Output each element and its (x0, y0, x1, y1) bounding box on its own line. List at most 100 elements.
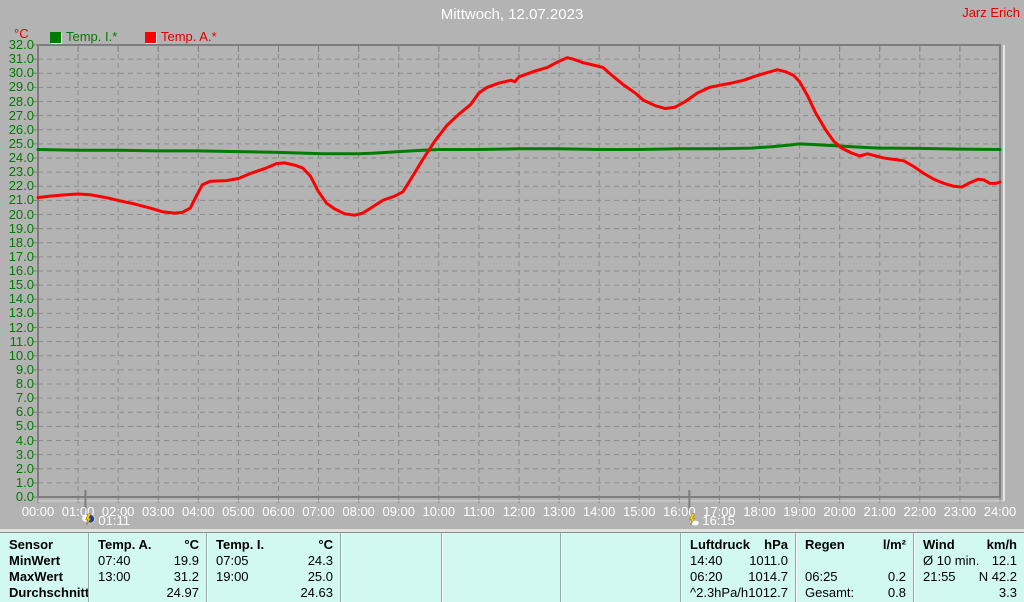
legend-swatch-temp-a (145, 32, 156, 43)
event-marker-time: 16:15 (702, 513, 735, 528)
x-tick-label: 13:00 (542, 504, 576, 519)
y-tick-label: 7.0 (15, 390, 34, 406)
y-tick-label: 21.0 (8, 192, 34, 208)
temperature-chart (33, 44, 1005, 511)
temp-a-curve (36, 56, 1002, 217)
min-value: 24.3 (307, 553, 333, 568)
y-tick-label: 6.0 (15, 404, 34, 420)
table-col-empty-4 (560, 533, 681, 602)
y-tick-label: 1.0 (15, 474, 34, 490)
x-tick-label: 24:00 (983, 504, 1017, 519)
max-value: N 42.2 (978, 569, 1017, 584)
max-time: 06:25 (805, 569, 838, 584)
min-time: 07:40 (98, 553, 131, 568)
y-tick-label: 23.0 (8, 164, 34, 180)
max-value: 25.0 (307, 569, 333, 584)
y-tick-label: 10.0 (8, 347, 34, 363)
x-tick-label: 00:00 (21, 504, 55, 519)
row-header: Durchschnitt (9, 585, 90, 600)
statistics-table: Sensor MinWert MaxWert Durchschnitt Temp. A.… (0, 533, 1024, 602)
max-value: 1014.7 (748, 569, 788, 584)
y-tick-label: 5.0 (15, 418, 34, 434)
table-col-empty-2 (340, 533, 442, 602)
x-tick-label: 15:00 (622, 504, 656, 519)
x-tick-label: 18:00 (743, 504, 776, 519)
y-tick-label: 26.0 (8, 121, 34, 137)
table-col-temp-a-: Temp. A. °C 07:40 19.9 13:00 31.2 24.97 (88, 533, 207, 602)
y-tick-label: 24.0 (8, 150, 34, 165)
x-tick-label: 17:00 (703, 504, 736, 519)
x-tick-label: 20:00 (823, 504, 856, 519)
min-time: 07:05 (216, 553, 249, 568)
x-tick-label: 10:00 (422, 504, 456, 519)
x-tick-label: 09:00 (382, 504, 416, 519)
author-name: Jarz Erich (962, 5, 1020, 20)
night-storm-icon (82, 513, 96, 526)
storm-icon (689, 513, 700, 526)
y-tick-label: 29.0 (8, 79, 34, 95)
table-col-empty-3 (441, 533, 561, 602)
y-tick-label: 19.0 (8, 220, 34, 236)
y-tick-label: 12.0 (8, 319, 34, 335)
min-time: 14:40 (690, 553, 723, 568)
min-value: 19.9 (173, 553, 199, 568)
col-unit: °C (184, 537, 199, 552)
table-col-wind: Wind km/h Ø 10 min. 12.1 21:55 N 42.2 3.3 (913, 533, 1024, 602)
y-tick-label: 2.0 (15, 460, 34, 476)
y-tick-label: 9.0 (15, 361, 34, 377)
y-tick-label: 16.0 (8, 263, 34, 278)
col-header: Wind (923, 537, 955, 552)
col-unit: l/m² (882, 537, 906, 552)
table-separator (0, 529, 1024, 533)
col-unit: hPa (764, 537, 788, 552)
max-value: 0.2 (887, 569, 906, 584)
x-tick-label: 12:00 (502, 504, 536, 519)
y-tick-label: 13.0 (8, 305, 34, 321)
y-tick-label: 30.0 (8, 65, 34, 81)
table-col-regen: Regen l/m² 06:25 0.2 Gesamt: 0.8 (795, 533, 914, 602)
y-tick-label: 32.0 (8, 37, 34, 52)
x-tick-label: 04:00 (182, 504, 215, 519)
max-time: 06:20 (690, 569, 723, 584)
x-tick-label: 11:00 (463, 504, 495, 519)
x-tick-label: 14:00 (582, 504, 616, 519)
col-header: Regen (805, 537, 845, 552)
y-tick-label: 0.0 (15, 489, 34, 504)
table-col-luftdruck: Luftdruck hPa 14:40 1011.0 06:20 1014.7 ^2.3hP… (680, 533, 796, 602)
row-header: Sensor (9, 537, 54, 552)
legend-label-temp-i: Temp. I.* (66, 29, 118, 44)
y-axis-unit-label: °C (14, 26, 29, 41)
y-tick-label: 11.0 (9, 333, 34, 349)
y-tick-label: 31.0 (8, 51, 34, 67)
y-tick-label: 18.0 (8, 234, 34, 250)
avg-time: Gesamt: (805, 585, 855, 600)
y-tick-label: 3.0 (15, 446, 34, 462)
avg-time: ^2.3hPa/h (690, 585, 749, 600)
min-time: Ø 10 min. (923, 553, 980, 568)
plot-border (37, 44, 1001, 498)
y-tick-label: 4.0 (15, 432, 34, 448)
col-unit: °C (318, 537, 333, 552)
avg-value: 1012.7 (748, 585, 788, 600)
min-value: 12.1 (991, 553, 1017, 568)
x-tick-label: 02:00 (101, 504, 135, 519)
avg-value: 0.8 (887, 585, 906, 600)
max-time: 21:55 (923, 569, 956, 584)
x-tick-label: 16:00 (663, 504, 696, 519)
x-tick-label: 21:00 (863, 504, 897, 519)
x-tick-label: 03:00 (141, 504, 175, 519)
temp-i-curve (36, 142, 1002, 156)
y-tick-label: 15.0 (8, 277, 34, 293)
col-header: Temp. I. (216, 537, 265, 552)
x-tick-label: 19:00 (783, 504, 816, 519)
row-header: MaxWert (9, 569, 63, 584)
y-tick-label: 25.0 (8, 135, 34, 151)
avg-value: 3.3 (998, 585, 1017, 600)
y-tick-label: 20.0 (8, 206, 34, 222)
y-tick-label: 27.0 (8, 107, 34, 123)
row-header: MinWert (9, 553, 61, 568)
legend-label-temp-a: Temp. A.* (161, 29, 217, 44)
y-tick-label: 8.0 (15, 376, 34, 391)
max-time: 13:00 (98, 569, 131, 584)
